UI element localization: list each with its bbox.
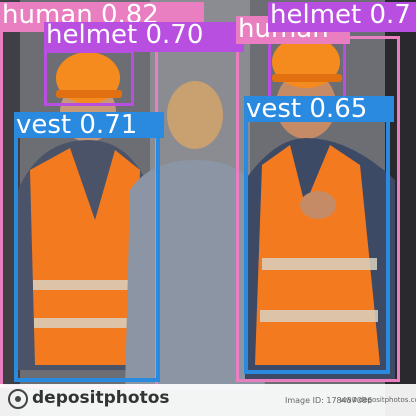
watermark-site: www.depositphotos.com <box>340 396 416 404</box>
right-worker-vest-stripe <box>262 258 377 270</box>
vest-box-right <box>244 112 390 374</box>
left-worker-vest-stripe <box>33 280 137 290</box>
label-helmet-right: helmet 0.7 <box>268 2 416 32</box>
right-worker-hand <box>300 191 336 219</box>
right-worker-helmet-brim <box>272 74 342 82</box>
left-worker-vest <box>30 148 140 365</box>
label-vest-right: vest 0.65 <box>244 96 394 122</box>
left-worker-vest-stripe-2 <box>34 318 136 328</box>
depositphotos-logo-icon <box>8 389 28 409</box>
helmet-box-left <box>44 50 134 106</box>
label-helmet-left: helmet 0.70 <box>44 22 244 52</box>
watermark-bar <box>0 384 416 416</box>
watermark-brand: depositphotos <box>32 388 170 408</box>
woman-jacket <box>125 160 265 390</box>
left-worker-helmet-brim <box>56 90 122 98</box>
watermark-image-id: Image ID: 178457086 <box>285 396 373 405</box>
woman-head <box>167 81 223 149</box>
vest-box-left <box>14 132 160 382</box>
right-worker-vest-stripe-2 <box>260 310 378 322</box>
label-vest-left: vest 0.71 <box>14 112 164 138</box>
